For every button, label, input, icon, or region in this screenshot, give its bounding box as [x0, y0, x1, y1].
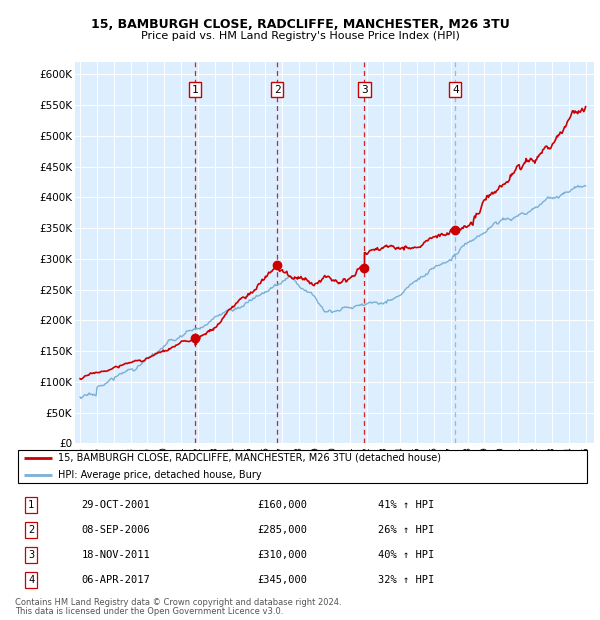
Text: £160,000: £160,000 — [257, 500, 307, 510]
Text: £285,000: £285,000 — [257, 525, 307, 534]
Text: HPI: Average price, detached house, Bury: HPI: Average price, detached house, Bury — [58, 470, 262, 480]
Text: 1: 1 — [28, 500, 34, 510]
Text: £310,000: £310,000 — [257, 549, 307, 560]
Text: 26% ↑ HPI: 26% ↑ HPI — [378, 525, 434, 534]
Text: 15, BAMBURGH CLOSE, RADCLIFFE, MANCHESTER, M26 3TU: 15, BAMBURGH CLOSE, RADCLIFFE, MANCHESTE… — [91, 19, 509, 31]
Text: 29-OCT-2001: 29-OCT-2001 — [81, 500, 150, 510]
Text: Price paid vs. HM Land Registry's House Price Index (HPI): Price paid vs. HM Land Registry's House … — [140, 31, 460, 41]
Text: This data is licensed under the Open Government Licence v3.0.: This data is licensed under the Open Gov… — [15, 608, 283, 616]
Text: 4: 4 — [452, 85, 458, 95]
Text: 15, BAMBURGH CLOSE, RADCLIFFE, MANCHESTER, M26 3TU (detached house): 15, BAMBURGH CLOSE, RADCLIFFE, MANCHESTE… — [58, 453, 441, 463]
Text: 41% ↑ HPI: 41% ↑ HPI — [378, 500, 434, 510]
Text: Contains HM Land Registry data © Crown copyright and database right 2024.: Contains HM Land Registry data © Crown c… — [15, 598, 341, 607]
Text: 2: 2 — [28, 525, 34, 534]
FancyBboxPatch shape — [18, 450, 587, 483]
Text: 3: 3 — [361, 85, 368, 95]
Text: 2: 2 — [274, 85, 280, 95]
Text: £345,000: £345,000 — [257, 575, 307, 585]
Text: 40% ↑ HPI: 40% ↑ HPI — [378, 549, 434, 560]
Text: 32% ↑ HPI: 32% ↑ HPI — [378, 575, 434, 585]
Text: 08-SEP-2006: 08-SEP-2006 — [81, 525, 150, 534]
Text: 18-NOV-2011: 18-NOV-2011 — [81, 549, 150, 560]
Text: 1: 1 — [192, 85, 199, 95]
Text: 06-APR-2017: 06-APR-2017 — [81, 575, 150, 585]
Text: 4: 4 — [28, 575, 34, 585]
Text: 3: 3 — [28, 549, 34, 560]
